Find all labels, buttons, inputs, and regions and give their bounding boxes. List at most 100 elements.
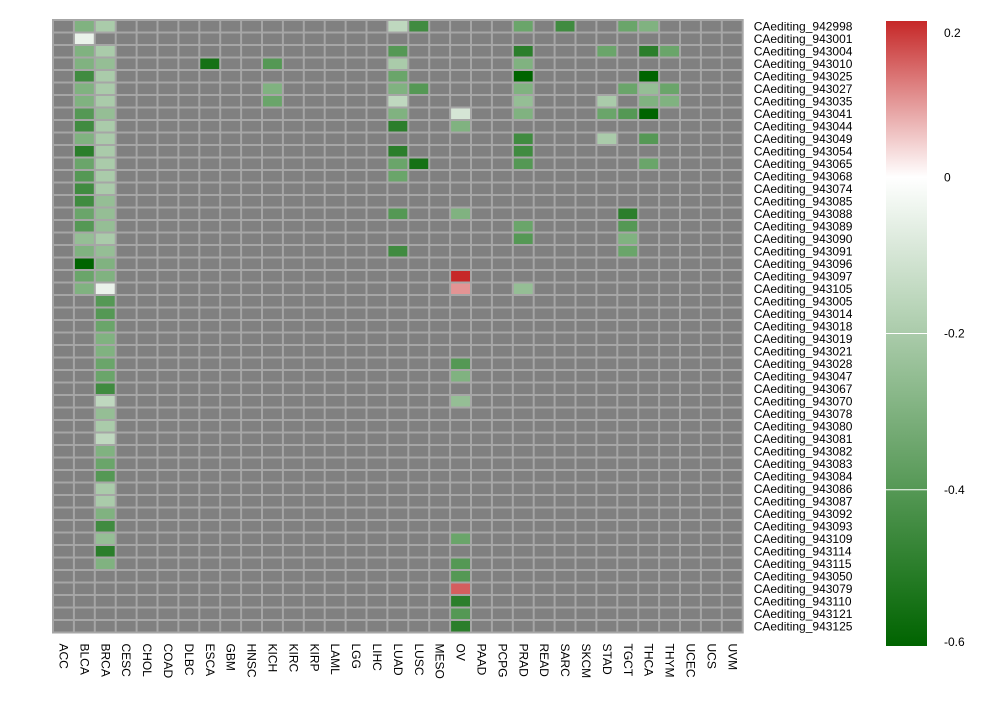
heatmap-cell-na xyxy=(137,446,157,457)
heatmap-cell-na xyxy=(137,121,157,132)
heatmap-cell-na xyxy=(283,221,303,232)
heatmap-cell-na xyxy=(555,171,575,182)
heatmap-cell-na xyxy=(179,421,199,432)
column-label: GBM xyxy=(224,644,238,671)
heatmap-cell-na xyxy=(367,333,387,344)
heatmap-cell-na xyxy=(74,433,94,444)
heatmap-cell-na xyxy=(200,196,220,207)
heatmap-cell-na xyxy=(325,608,345,619)
heatmap-cell xyxy=(513,133,533,144)
heatmap-cell-na xyxy=(555,58,575,69)
heatmap-cell-na xyxy=(221,496,241,507)
heatmap-cell-na xyxy=(430,571,450,582)
heatmap-cell-na xyxy=(304,408,324,419)
heatmap-cell-na xyxy=(221,196,241,207)
heatmap-cell xyxy=(95,558,115,569)
heatmap-cell-na xyxy=(492,233,512,244)
heatmap-cell-na xyxy=(179,183,199,194)
row-label: CAediting_943010 xyxy=(754,57,853,71)
row-label: CAediting_943080 xyxy=(754,419,853,433)
heatmap-cell xyxy=(639,158,659,169)
heatmap-cell-na xyxy=(701,596,721,607)
heatmap-cell-na xyxy=(367,571,387,582)
heatmap-cell xyxy=(409,158,429,169)
heatmap-cell-na xyxy=(263,596,282,607)
column-label: BLCA xyxy=(77,644,91,675)
heatmap-cell-na xyxy=(430,396,450,407)
heatmap-cell-na xyxy=(74,371,94,382)
heatmap-cell-na xyxy=(722,96,742,107)
heatmap-cell-na xyxy=(534,521,554,532)
heatmap-cell-na xyxy=(54,346,73,357)
heatmap-cell-na xyxy=(54,96,73,107)
heatmap-cell-na xyxy=(263,458,282,469)
heatmap-cell xyxy=(95,96,115,107)
heatmap-cell-na xyxy=(242,521,261,532)
heatmap-cell-na xyxy=(534,408,554,419)
heatmap-cell-na xyxy=(283,296,303,307)
heatmap-cell-na xyxy=(325,83,345,94)
heatmap-cell-na xyxy=(597,283,617,294)
heatmap-cell-na xyxy=(555,371,575,382)
heatmap-cell-na xyxy=(513,321,533,332)
legend-tick-label: 0 xyxy=(944,170,951,184)
heatmap-cell-na xyxy=(95,33,115,44)
heatmap-cell-na xyxy=(597,233,617,244)
heatmap-cell-na xyxy=(451,296,470,307)
heatmap-cell-na xyxy=(430,283,450,294)
heatmap-cell-na xyxy=(367,46,387,57)
heatmap-cell-na xyxy=(492,521,512,532)
heatmap-cell-na xyxy=(283,21,303,32)
row-label: CAediting_943004 xyxy=(754,44,853,58)
heatmap-cell-na xyxy=(660,321,679,332)
heatmap-cell-na xyxy=(701,258,721,269)
heatmap-cell-na xyxy=(54,521,73,532)
heatmap-cell-na xyxy=(430,371,450,382)
heatmap-cell-na xyxy=(200,158,220,169)
heatmap-cell-na xyxy=(472,621,491,632)
heatmap-cell-na xyxy=(304,308,324,319)
heatmap-cell-na xyxy=(513,421,533,432)
heatmap-cell-na xyxy=(325,408,345,419)
heatmap-cell xyxy=(639,21,659,32)
heatmap-cell-na xyxy=(492,133,512,144)
heatmap-cell-na xyxy=(451,58,470,69)
heatmap-cell-na xyxy=(54,321,73,332)
heatmap-cell-na xyxy=(116,471,136,482)
heatmap-cell-na xyxy=(576,46,596,57)
row-label: CAediting_943070 xyxy=(754,394,853,408)
heatmap-cell-na xyxy=(472,546,491,557)
heatmap-cell-na xyxy=(409,221,429,232)
heatmap-cell-na xyxy=(179,508,199,519)
heatmap-cell-na xyxy=(534,46,554,57)
heatmap-cell-na xyxy=(409,521,429,532)
heatmap-cell xyxy=(451,121,470,132)
heatmap-cell-na xyxy=(367,83,387,94)
heatmap-cell-na xyxy=(54,133,73,144)
heatmap-cell-na xyxy=(409,196,429,207)
heatmap-cell-na xyxy=(346,321,366,332)
heatmap-cell-na xyxy=(263,508,282,519)
heatmap-cell-na xyxy=(367,183,387,194)
heatmap-cell-na xyxy=(681,433,700,444)
heatmap-cell-na xyxy=(54,446,73,457)
heatmap-cell-na xyxy=(534,333,554,344)
heatmap-cell-na xyxy=(137,158,157,169)
heatmap-cell-na xyxy=(367,446,387,457)
heatmap-cell-na xyxy=(158,96,178,107)
column-label: ESCA xyxy=(203,644,217,677)
heatmap-cell-na xyxy=(388,483,408,494)
heatmap-cell-na xyxy=(74,496,94,507)
legend-tick-label: 0.2 xyxy=(944,26,961,40)
heatmap-cell-na xyxy=(534,358,554,369)
heatmap-cell xyxy=(263,96,282,107)
heatmap-cell-na xyxy=(325,158,345,169)
heatmap-cell-na xyxy=(681,96,700,107)
heatmap-cell-na xyxy=(409,333,429,344)
heatmap-cell-na xyxy=(639,246,659,257)
heatmap-cell-na xyxy=(263,146,282,157)
heatmap-cell-na xyxy=(722,571,742,582)
heatmap-cell-na xyxy=(513,208,533,219)
heatmap-cell-na xyxy=(116,233,136,244)
heatmap-cell-na xyxy=(430,321,450,332)
